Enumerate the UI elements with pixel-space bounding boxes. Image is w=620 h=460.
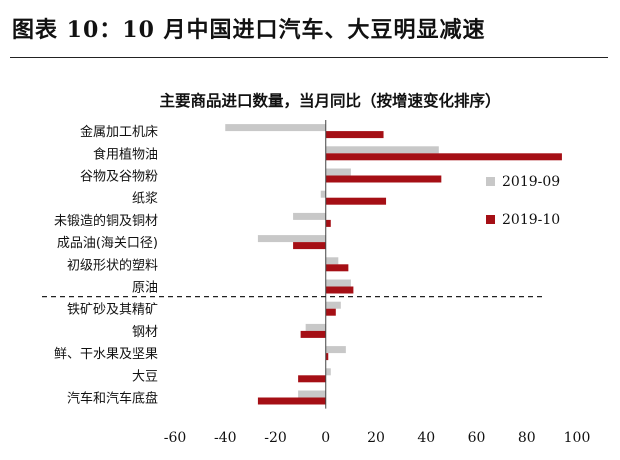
- bar-2019-09-8: [325, 301, 341, 309]
- x-tick-label: 80: [518, 430, 536, 446]
- legend-swatch-2019-09: [486, 177, 495, 186]
- title-rule: [10, 57, 608, 58]
- category-label: 食用植物油: [93, 146, 158, 162]
- bar-2019-10-10: [325, 353, 329, 361]
- category-label: 谷物及谷物粉: [80, 170, 158, 185]
- bar-2019-09-6: [325, 257, 339, 265]
- category-label: 纸浆: [132, 192, 158, 207]
- chart-title: 主要商品进口数量，当月同比（按增速变化排序）: [159, 91, 500, 110]
- category-label: 未锻造的铜及铜材: [54, 213, 158, 229]
- bar-2019-10-5: [293, 242, 326, 250]
- category-label: 鲜、干水果及坚果: [54, 347, 158, 362]
- bar-2019-09-10: [325, 346, 346, 354]
- category-label: 铁矿砂及其精矿: [67, 303, 158, 318]
- x-tick-label: 0: [321, 430, 330, 446]
- category-label: 汽车和汽车底盘: [67, 391, 158, 407]
- x-tick-label: -60: [164, 430, 187, 446]
- category-label: 成品油(海关口径): [57, 236, 158, 251]
- bar-2019-09-5: [257, 235, 326, 243]
- bar-2019-10-2: [325, 175, 442, 183]
- category-label: 钢材: [132, 325, 158, 340]
- bar-2019-09-4: [293, 212, 326, 220]
- x-tick-label: -20: [264, 430, 287, 446]
- bar-2019-09-9: [305, 323, 326, 331]
- bar-2019-10-4: [325, 219, 331, 227]
- category-label: 金属加工机床: [80, 124, 158, 140]
- legend-swatch-2019-10: [486, 215, 495, 224]
- x-tick-label: 20: [367, 430, 385, 446]
- bar-2019-10-9: [300, 330, 326, 338]
- legend-label: 2019-09: [502, 174, 560, 190]
- bar-2019-10-11: [298, 375, 326, 383]
- bar-2019-10-12: [257, 397, 326, 405]
- x-tick-label: -40: [214, 430, 237, 446]
- bar-2019-10-6: [325, 264, 349, 272]
- bar-2019-09-2: [325, 168, 351, 176]
- bar-2019-10-3: [325, 197, 387, 205]
- category-label: 原油: [132, 281, 158, 296]
- x-tick-label: 60: [468, 430, 486, 446]
- bar-2019-09-1: [325, 146, 439, 154]
- x-tick-label: 100: [564, 430, 591, 446]
- bar-2019-09-11: [325, 368, 331, 376]
- bar-2019-09-12: [298, 390, 326, 398]
- x-tick-label: 40: [417, 430, 435, 446]
- legend-label: 2019-10: [502, 212, 560, 228]
- figure-title: 图表 10：10 月中国进口汽车、大豆明显减速: [12, 17, 486, 43]
- bar-2019-10-7: [325, 286, 354, 294]
- bar-2019-09-7: [325, 279, 351, 287]
- bar-2019-10-1: [325, 153, 562, 161]
- category-label: 大豆: [132, 369, 158, 384]
- bar-2019-09-0: [225, 124, 326, 132]
- bar-2019-10-0: [325, 131, 384, 139]
- bar-2019-09-3: [320, 190, 326, 198]
- category-label: 初级形状的塑料: [67, 257, 158, 273]
- bar-2019-10-8: [325, 308, 336, 316]
